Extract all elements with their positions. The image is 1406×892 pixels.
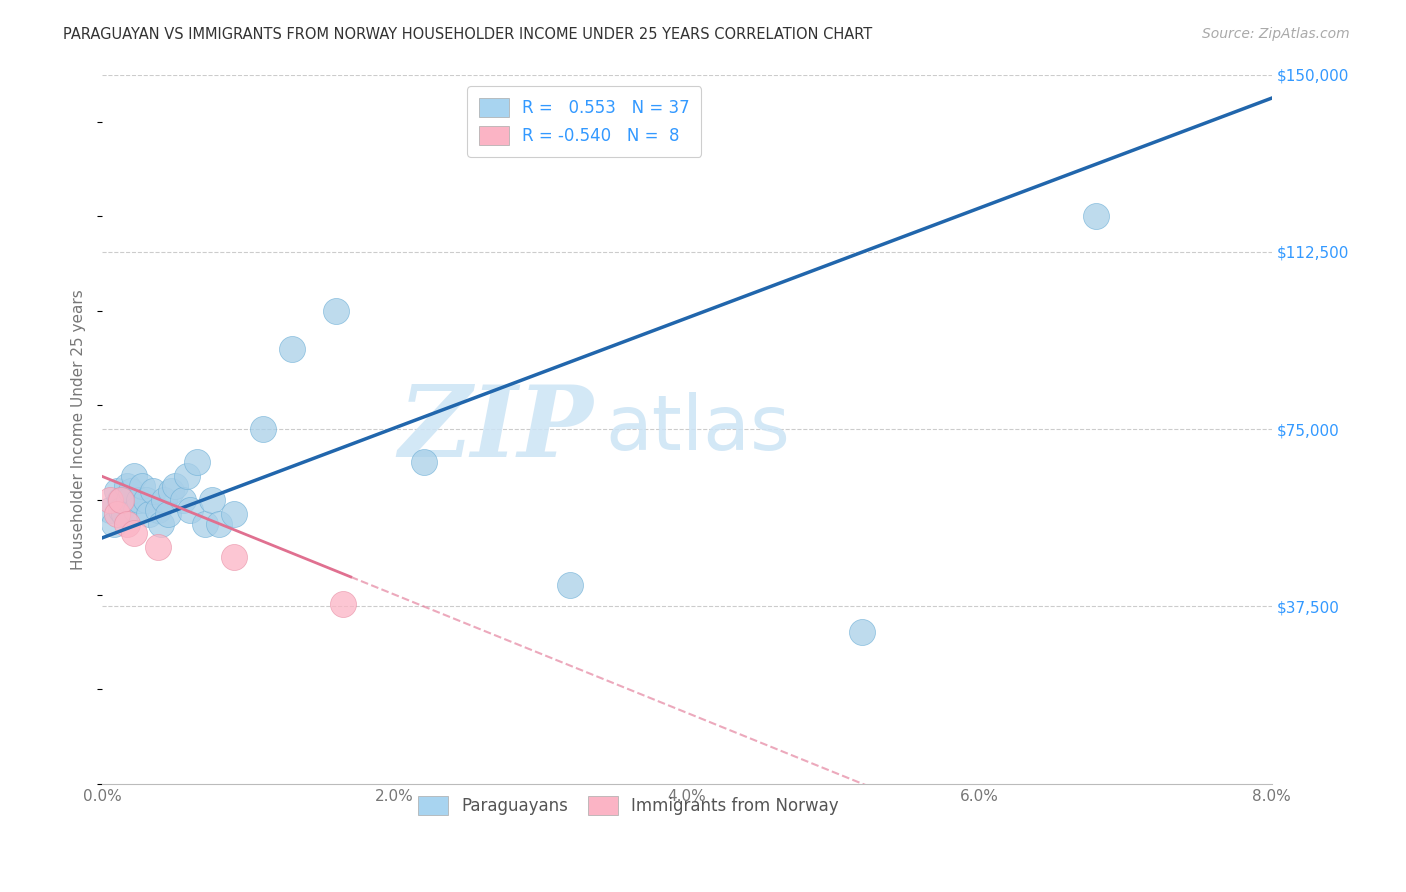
Text: ZIP: ZIP [398,381,593,477]
Point [105,507,128,521]
Point [115,516,138,531]
Point [128,493,150,508]
Point [222,507,245,521]
Point [208,516,231,531]
Point [325,304,347,318]
Point [146,502,169,516]
Text: Source: ZipAtlas.com: Source: ZipAtlas.com [1202,27,1350,41]
Point [112,507,135,521]
Point [124,526,146,541]
Point [412,455,434,469]
Point [115,479,138,493]
Point [135,493,157,508]
Point [103,516,125,531]
Point [165,479,187,493]
Point [252,422,274,436]
Point [125,502,148,516]
Point [1085,210,1108,224]
Point [152,493,174,508]
Point [156,507,179,521]
Point [193,516,215,531]
Point [142,483,165,498]
Point [332,597,354,611]
Point [176,469,198,483]
Point [105,483,128,498]
Legend: Paraguayans, Immigrants from Norway: Paraguayans, Immigrants from Norway [408,786,849,825]
Text: atlas: atlas [605,392,790,467]
Point [117,493,139,508]
Point [281,342,304,356]
Point [124,469,146,483]
Point [131,479,153,493]
Point [558,578,581,592]
Point [149,516,172,531]
Point [98,502,121,516]
Point [222,549,245,564]
Point [201,493,224,508]
Point [108,493,131,508]
Point [138,507,160,521]
Point [110,493,132,508]
Point [146,541,169,555]
Point [98,493,121,508]
Y-axis label: Householder Income Under 25 years: Householder Income Under 25 years [72,289,86,569]
Point [851,625,873,640]
Point [120,483,142,498]
Point [110,502,132,516]
Text: PARAGUAYAN VS IMMIGRANTS FROM NORWAY HOUSEHOLDER INCOME UNDER 25 YEARS CORRELATI: PARAGUAYAN VS IMMIGRANTS FROM NORWAY HOU… [63,27,873,42]
Point [179,502,201,516]
Point [160,483,183,498]
Point [172,493,194,508]
Point [186,455,208,469]
